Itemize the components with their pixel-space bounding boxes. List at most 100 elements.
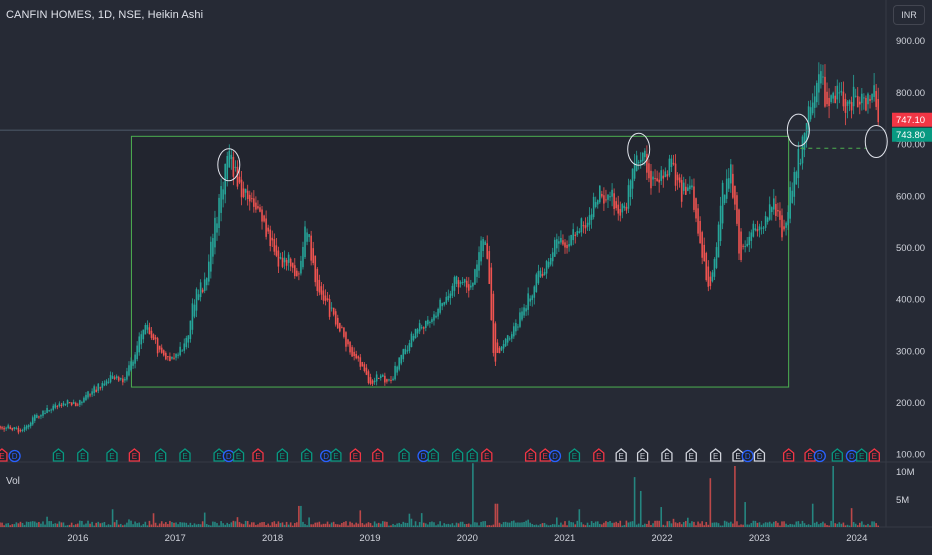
volume-bar: [742, 524, 744, 527]
earnings-marker[interactable]: E: [856, 448, 868, 462]
earnings-marker[interactable]: E: [276, 448, 289, 462]
currency-button[interactable]: INR: [893, 5, 925, 25]
earnings-marker[interactable]: E: [782, 448, 795, 462]
earnings-marker[interactable]: E: [252, 448, 264, 462]
earnings-marker[interactable]: E: [398, 448, 410, 462]
earnings-marker[interactable]: E: [451, 448, 464, 462]
earnings-marker[interactable]: E: [636, 448, 649, 462]
earnings-marker[interactable]: E: [128, 448, 141, 462]
candle-body: [779, 210, 781, 220]
earnings-marker[interactable]: E: [213, 448, 225, 462]
volume-bar: [226, 522, 229, 527]
earnings-marker[interactable]: E: [301, 448, 313, 462]
volume-bar: [801, 520, 804, 527]
earnings-marker[interactable]: E: [804, 448, 816, 462]
earnings-marker[interactable]: E: [685, 448, 697, 462]
earnings-marker[interactable]: E: [568, 448, 581, 462]
earnings-marker[interactable]: E: [0, 448, 8, 462]
volume-bar: [633, 477, 636, 527]
volume-bar: [402, 521, 405, 527]
highlight-circle[interactable]: [864, 124, 888, 158]
candle-body: [36, 415, 38, 418]
earnings-marker[interactable]: E: [615, 448, 627, 462]
earnings-marker[interactable]: E: [481, 448, 493, 462]
candle-body: [727, 178, 730, 189]
dividend-marker[interactable]: D: [741, 449, 754, 463]
volume-bar: [693, 521, 695, 527]
candle-body: [214, 217, 216, 248]
volume-bar: [218, 525, 220, 527]
volume-bar: [656, 520, 658, 527]
earnings-marker[interactable]: E: [106, 448, 118, 462]
candle-body: [725, 178, 728, 199]
volume-bar: [255, 524, 257, 527]
volume-bar: [89, 523, 91, 527]
dividend-marker[interactable]: D: [222, 449, 235, 463]
earnings-icon: [213, 448, 225, 462]
candle-body: [785, 222, 787, 228]
volume-bar: [146, 525, 149, 527]
earnings-marker[interactable]: E: [52, 448, 65, 462]
volume-bar: [824, 523, 826, 527]
candle-body: [169, 356, 171, 362]
event-marker-label: D: [745, 452, 751, 461]
candle-body: [543, 272, 546, 275]
candle-body: [324, 295, 327, 301]
highlight-circle[interactable]: [217, 148, 241, 182]
earnings-marker[interactable]: E: [753, 448, 766, 462]
volume-bar: [453, 525, 456, 527]
candle-body: [478, 252, 480, 271]
highlight-circle[interactable]: [627, 132, 651, 166]
earnings-marker[interactable]: E: [466, 448, 478, 462]
earnings-marker[interactable]: E: [77, 448, 89, 462]
volume-bar: [314, 522, 317, 527]
earnings-marker[interactable]: E: [732, 448, 744, 462]
volume-bar: [201, 521, 204, 527]
volume-bar: [199, 524, 202, 527]
volume-bar: [660, 507, 663, 527]
candle-body: [580, 218, 583, 233]
candle-body: [844, 99, 847, 113]
dividend-marker[interactable]: D: [320, 449, 333, 463]
earnings-marker[interactable]: E: [831, 448, 843, 462]
earnings-marker[interactable]: E: [154, 448, 167, 462]
candle-body: [183, 343, 186, 351]
earnings-marker[interactable]: E: [539, 448, 551, 462]
earnings-marker[interactable]: E: [372, 448, 384, 462]
earnings-marker[interactable]: E: [524, 448, 537, 462]
dividend-marker[interactable]: D: [548, 449, 562, 463]
earnings-marker[interactable]: E: [349, 448, 362, 462]
dividend-marker[interactable]: D: [813, 449, 826, 463]
highlight-circle[interactable]: [786, 113, 810, 147]
volume-bar: [764, 522, 767, 527]
volume-bar: [238, 522, 241, 527]
candle-body: [525, 308, 527, 312]
earnings-marker[interactable]: E: [427, 448, 439, 462]
earnings-marker[interactable]: E: [179, 448, 191, 462]
candle-body: [717, 224, 720, 258]
candle-body: [768, 204, 771, 220]
candle-body: [42, 410, 44, 416]
volume-bar: [40, 523, 42, 527]
dividend-marker[interactable]: D: [845, 449, 859, 463]
range-box[interactable]: [130, 135, 790, 388]
volume-bar: [19, 521, 22, 527]
candle-body: [547, 261, 550, 268]
volume-bar: [435, 525, 437, 527]
earnings-marker[interactable]: E: [593, 448, 605, 462]
volume-bar: [83, 524, 85, 527]
volume-bar: [158, 523, 161, 527]
volume-bar: [365, 523, 368, 527]
earnings-marker[interactable]: E: [330, 448, 342, 462]
earnings-marker[interactable]: E: [661, 448, 673, 462]
dividend-marker[interactable]: D: [8, 449, 21, 463]
earnings-marker[interactable]: E: [232, 448, 245, 462]
event-marker-label: E: [735, 452, 740, 461]
dividend-marker[interactable]: D: [417, 449, 430, 463]
candle-body: [711, 272, 714, 282]
earnings-marker[interactable]: E: [709, 448, 722, 462]
earnings-marker[interactable]: E: [868, 448, 880, 462]
volume-bar: [537, 525, 540, 527]
